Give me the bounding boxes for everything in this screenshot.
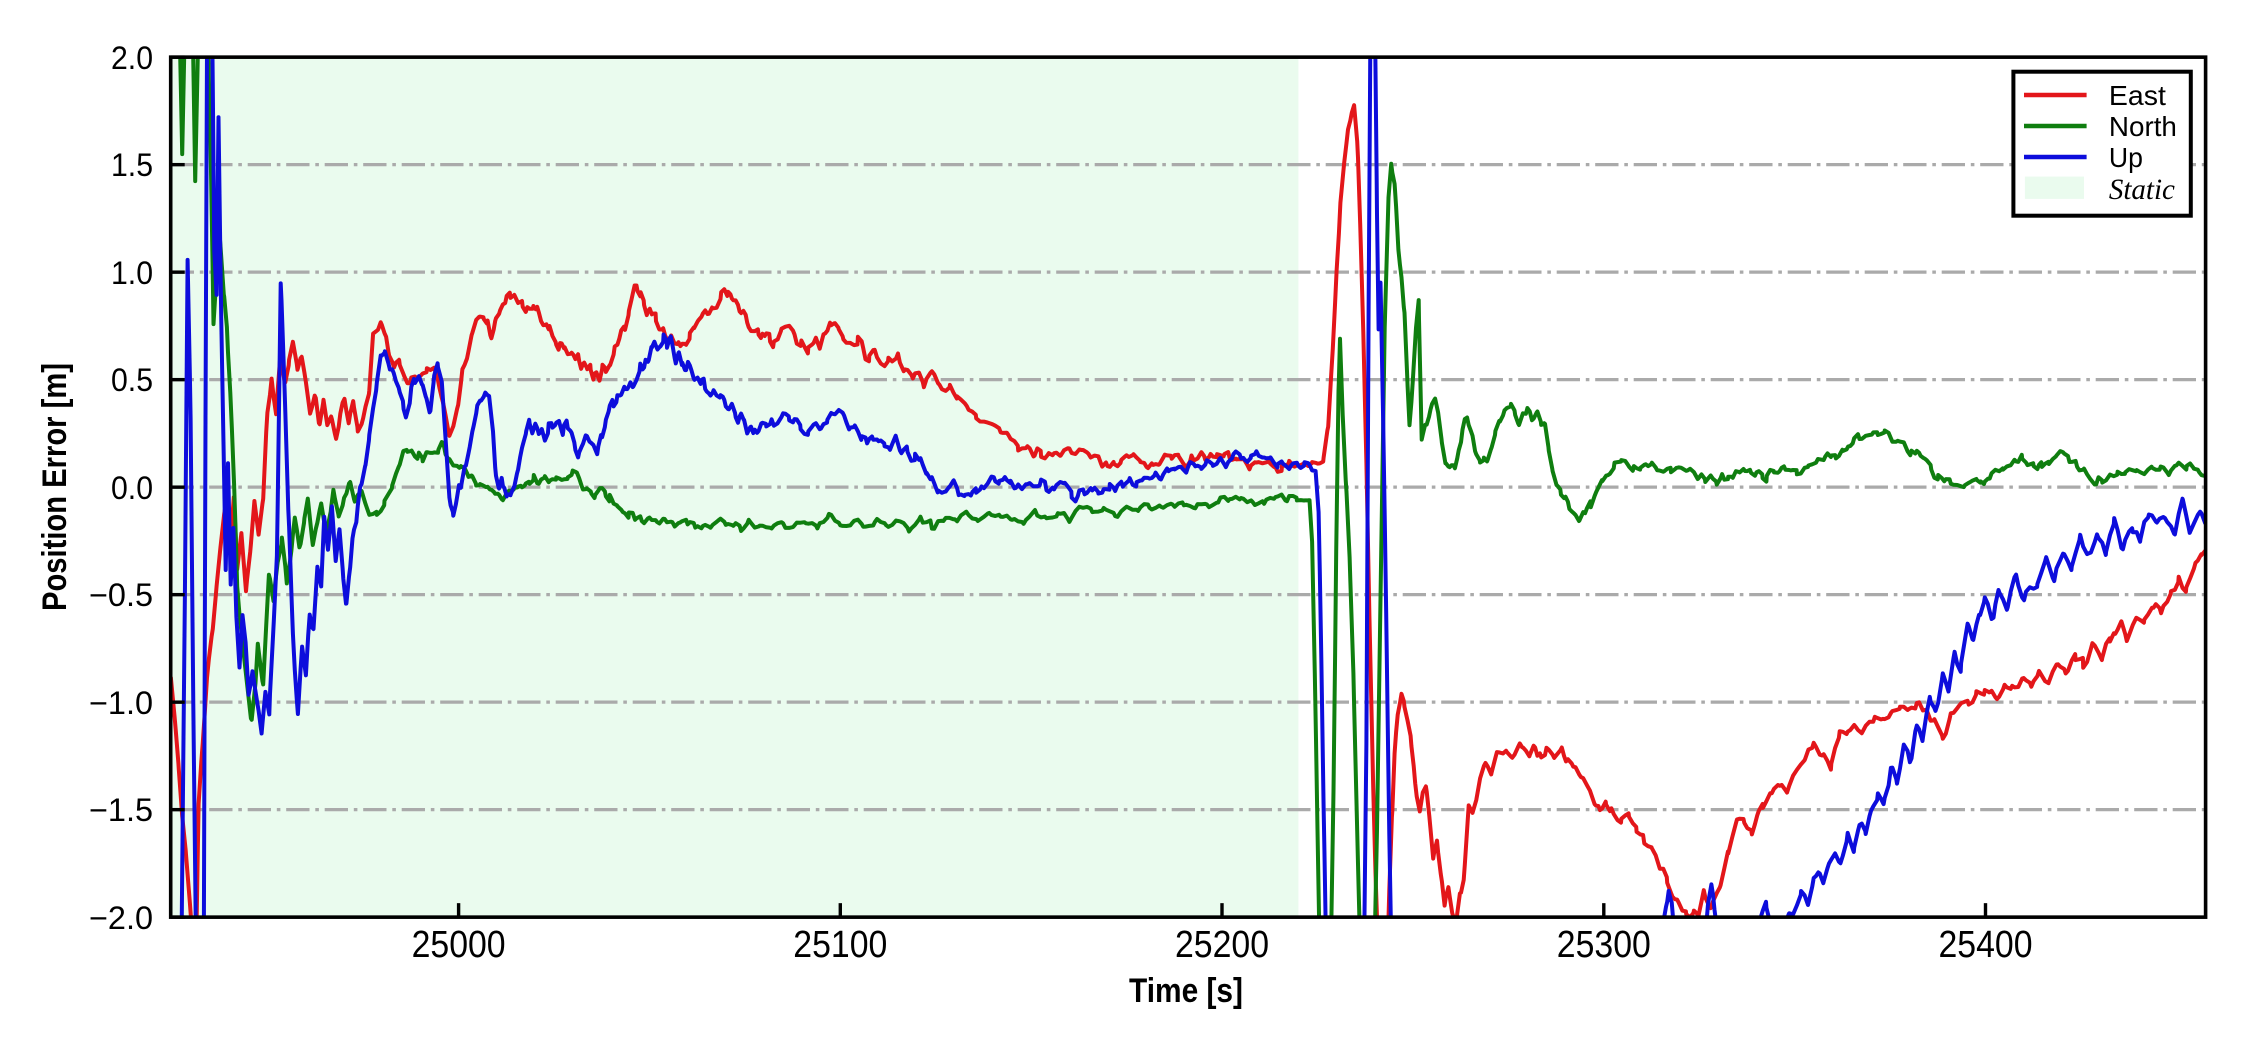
svg-text:−1.5: −1.5 — [89, 792, 153, 828]
svg-text:25400: 25400 — [1939, 924, 2033, 966]
svg-text:0.5: 0.5 — [111, 362, 153, 398]
svg-text:25100: 25100 — [793, 924, 887, 966]
svg-text:−0.5: −0.5 — [89, 577, 153, 613]
svg-text:1.5: 1.5 — [111, 147, 153, 183]
svg-text:North: North — [2109, 111, 2177, 142]
svg-text:25000: 25000 — [412, 924, 506, 966]
svg-text:25200: 25200 — [1175, 924, 1269, 966]
svg-text:1.0: 1.0 — [111, 255, 153, 291]
svg-text:Static: Static — [2109, 173, 2175, 206]
svg-text:−1.0: −1.0 — [89, 685, 153, 721]
svg-text:Position Error [m]: Position Error [m] — [36, 363, 74, 611]
svg-text:25300: 25300 — [1557, 924, 1651, 966]
svg-text:−2.0: −2.0 — [89, 900, 153, 936]
svg-text:East: East — [2109, 80, 2166, 111]
svg-text:2.0: 2.0 — [111, 40, 153, 76]
svg-text:Up: Up — [2109, 142, 2143, 173]
svg-text:Time [s]: Time [s] — [1129, 972, 1243, 1010]
svg-text:0.0: 0.0 — [111, 470, 153, 506]
